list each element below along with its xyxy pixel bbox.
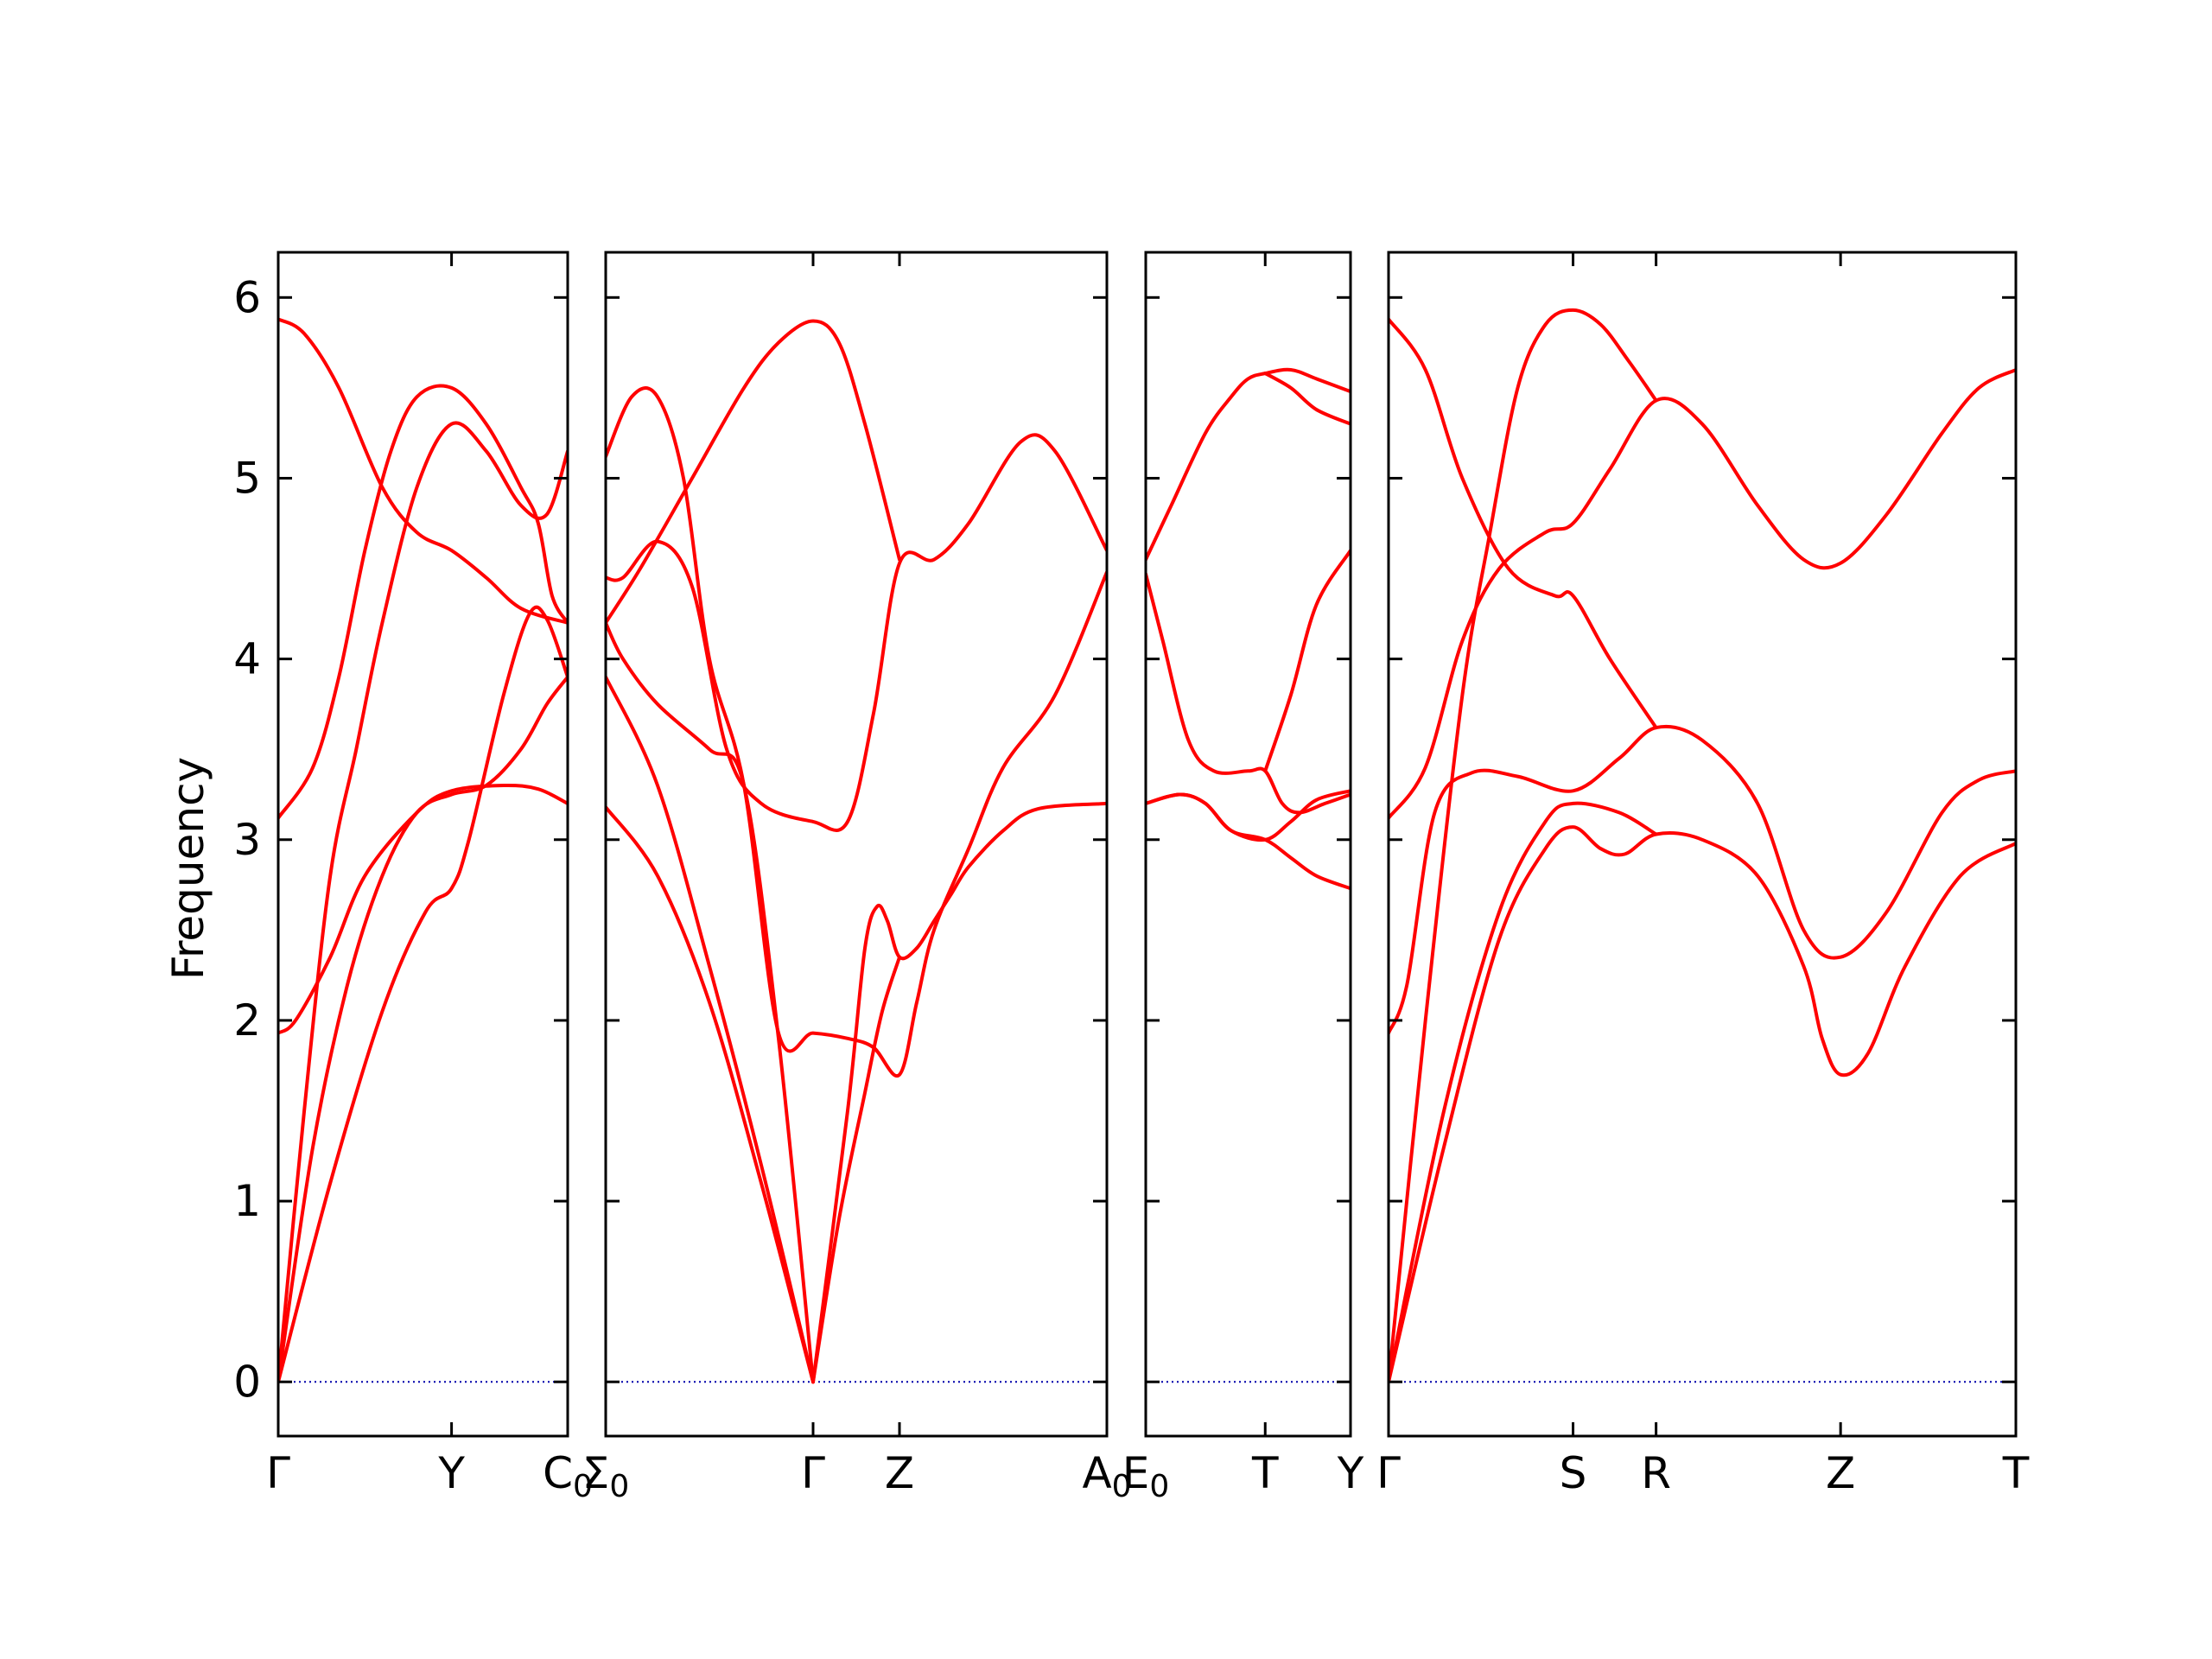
band-4 [606,433,1107,832]
band-3 [278,783,568,1035]
x-tick-label: T [2002,1448,2030,1498]
x-tick-label: Σ0 [582,1448,630,1504]
x-tick-label: E0 [1122,1448,1170,1504]
band-2 [1389,801,1658,1384]
x-tick-label: R [1641,1448,1671,1498]
x-tick-label: Γ [1376,1448,1401,1498]
y-tick-label: 1 [233,1176,261,1226]
panel-3: E0 T Y [1122,251,1364,1504]
panel-frame [1387,251,2018,1438]
band-6 [1389,308,1658,1384]
band-1 [278,605,568,1384]
x-tick-label: Y [1337,1448,1364,1498]
band-3 [1389,724,2016,1035]
band-4 [1146,367,1351,562]
x-tick-label: Z [1826,1448,1855,1498]
band-4 [1389,368,2016,820]
bands [1146,367,1351,891]
x-tick-label: Z [885,1448,914,1498]
band-2 [606,675,815,1384]
x-tick-label: Γ [801,1448,825,1498]
band-5 [1263,372,1351,426]
band-8 [811,955,901,1384]
band-1 [1146,792,1351,891]
band-5 [606,386,1107,1078]
band-7 [811,801,1107,1384]
band-1 [606,805,815,1384]
bands [606,319,1107,1384]
x-tick-label: Γ [266,1448,290,1498]
bands [1389,308,2016,1384]
y-axis-label: Frequency [163,757,213,980]
y-tick-label: 0 [233,1357,261,1407]
y-tick-label: 5 [233,453,261,503]
band-6 [606,319,901,625]
band-4 [278,421,568,1384]
panel-1: 0 1 2 3 4 5 6 Γ Y C0 [233,251,593,1504]
band-6 [278,317,568,625]
band-2 [1146,789,1351,842]
y-tick-label: 6 [233,272,261,322]
band-5 [1389,317,1658,730]
x-tick-label: S [1560,1448,1587,1498]
y-tick-label: 4 [233,634,261,684]
x-tick-label: A0 [1082,1448,1131,1504]
x-tick-label: C0 [543,1448,593,1504]
band-2 [278,675,568,1384]
panel-frame [276,251,569,1438]
y-tick-label: 3 [233,815,261,865]
band-5 [278,384,568,820]
x-tick-label: Y [437,1448,465,1498]
panel-frame [604,251,1109,1438]
band-1 [1389,825,2016,1384]
y-tick-label: 2 [233,995,261,1046]
panel-2: Σ0 Γ Z A0 [582,251,1132,1504]
bands [278,317,568,1384]
panel-frame [1144,251,1352,1438]
x-tick-label: T [1251,1448,1279,1498]
band-3 [1146,572,1351,815]
band-6 [1263,549,1351,773]
